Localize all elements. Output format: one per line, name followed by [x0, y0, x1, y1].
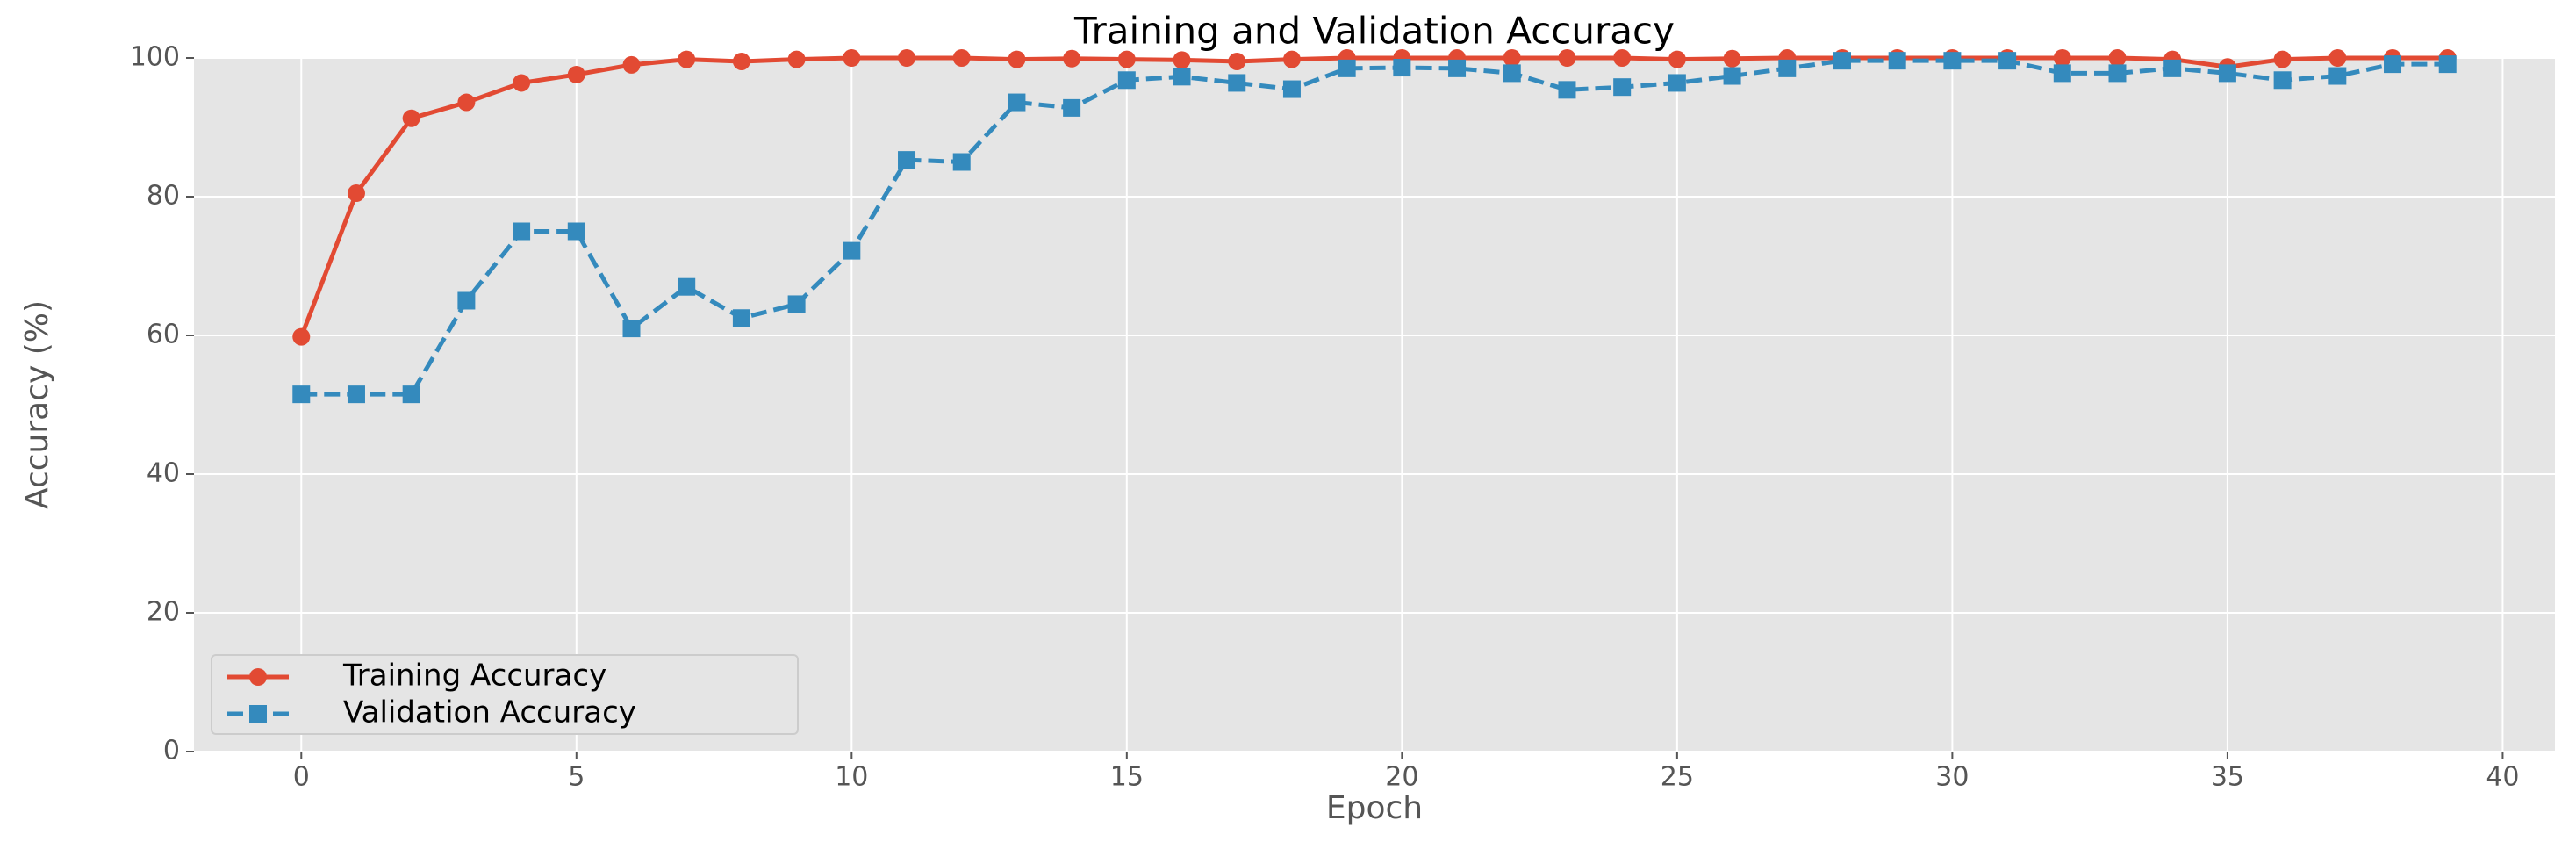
marker	[1282, 80, 1301, 98]
marker	[347, 385, 365, 404]
marker	[2328, 67, 2347, 85]
marker	[1943, 52, 1962, 70]
marker	[1117, 71, 1136, 90]
marker	[1008, 50, 1026, 68]
marker	[513, 74, 531, 92]
marker	[952, 153, 971, 171]
legend	[211, 654, 799, 735]
marker	[898, 49, 916, 67]
marker	[1998, 52, 2017, 70]
x-tick-label: 25	[1661, 762, 1694, 793]
y-tick-label: 20	[147, 597, 180, 628]
legend-marker	[249, 668, 267, 686]
x-tick-label: 5	[568, 762, 585, 793]
marker	[2218, 64, 2236, 83]
marker	[1063, 49, 1081, 68]
plot-area	[194, 58, 2555, 752]
marker	[1558, 81, 1576, 99]
x-tick-label: 10	[835, 762, 868, 793]
marker	[2108, 64, 2127, 83]
marker	[347, 184, 365, 203]
y-tick-label: 0	[163, 736, 180, 766]
marker	[2273, 50, 2292, 68]
marker	[1668, 74, 1686, 92]
x-tick-label: 30	[1935, 762, 1969, 793]
marker	[513, 222, 531, 241]
marker	[567, 222, 585, 241]
marker	[843, 241, 861, 260]
x-tick-label: 20	[1385, 762, 1418, 793]
marker	[402, 385, 420, 404]
marker	[1613, 49, 1632, 67]
marker	[732, 309, 750, 327]
marker	[2053, 49, 2071, 67]
data-line	[301, 58, 2448, 397]
legend-label: Validation Accuracy	[343, 695, 636, 730]
marker	[567, 65, 585, 83]
marker	[292, 385, 311, 404]
marker	[1558, 49, 1576, 67]
marker	[402, 109, 420, 127]
legend-marker	[249, 705, 267, 723]
marker	[1723, 49, 1741, 68]
marker	[2438, 55, 2457, 74]
marker	[2328, 49, 2347, 67]
marker	[1613, 78, 1632, 97]
marker	[457, 93, 476, 112]
marker	[1668, 50, 1686, 68]
chart-title: Training and Validation Accuracy	[1073, 10, 1675, 53]
marker	[952, 49, 971, 67]
x-tick-label: 40	[2486, 762, 2519, 793]
data-line	[298, 55, 2448, 338]
x-tick-label: 35	[2211, 762, 2244, 793]
marker	[2053, 64, 2071, 83]
x-tick-label: 0	[293, 762, 310, 793]
marker	[843, 49, 861, 67]
marker	[292, 327, 311, 346]
marker	[678, 50, 696, 68]
marker	[1173, 51, 1191, 69]
marker	[2273, 71, 2292, 90]
marker	[1117, 50, 1136, 68]
marker	[787, 50, 806, 68]
marker	[1888, 52, 1906, 70]
marker	[2108, 49, 2127, 67]
marker	[732, 52, 750, 70]
y-tick-label: 40	[147, 458, 180, 489]
marker	[1008, 93, 1026, 112]
series	[292, 52, 2457, 404]
marker	[787, 295, 806, 313]
marker	[2163, 59, 2182, 77]
marker	[1393, 59, 1411, 77]
marker	[1503, 49, 1521, 67]
marker	[622, 320, 641, 338]
marker	[1228, 74, 1246, 92]
y-tick-label: 80	[147, 181, 180, 212]
marker	[678, 277, 696, 296]
x-axis-label: Epoch	[1326, 790, 1423, 826]
legend-label: Training Accuracy	[342, 658, 606, 694]
marker	[898, 151, 916, 169]
marker	[1063, 98, 1081, 117]
marker	[1503, 64, 1521, 83]
y-tick-label: 60	[147, 320, 180, 350]
marker	[1282, 50, 1301, 68]
marker	[457, 291, 476, 310]
x-tick-label: 15	[1110, 762, 1144, 793]
marker	[1338, 59, 1356, 77]
marker	[2384, 55, 2402, 74]
marker	[622, 55, 641, 74]
marker	[1173, 68, 1191, 86]
marker	[1228, 52, 1246, 70]
y-tick-label: 100	[130, 42, 180, 73]
y-axis-label: Accuracy (%)	[19, 300, 55, 509]
marker	[1723, 67, 1741, 85]
marker	[1833, 52, 1851, 70]
marker	[1448, 59, 1467, 77]
marker	[1778, 59, 1797, 77]
